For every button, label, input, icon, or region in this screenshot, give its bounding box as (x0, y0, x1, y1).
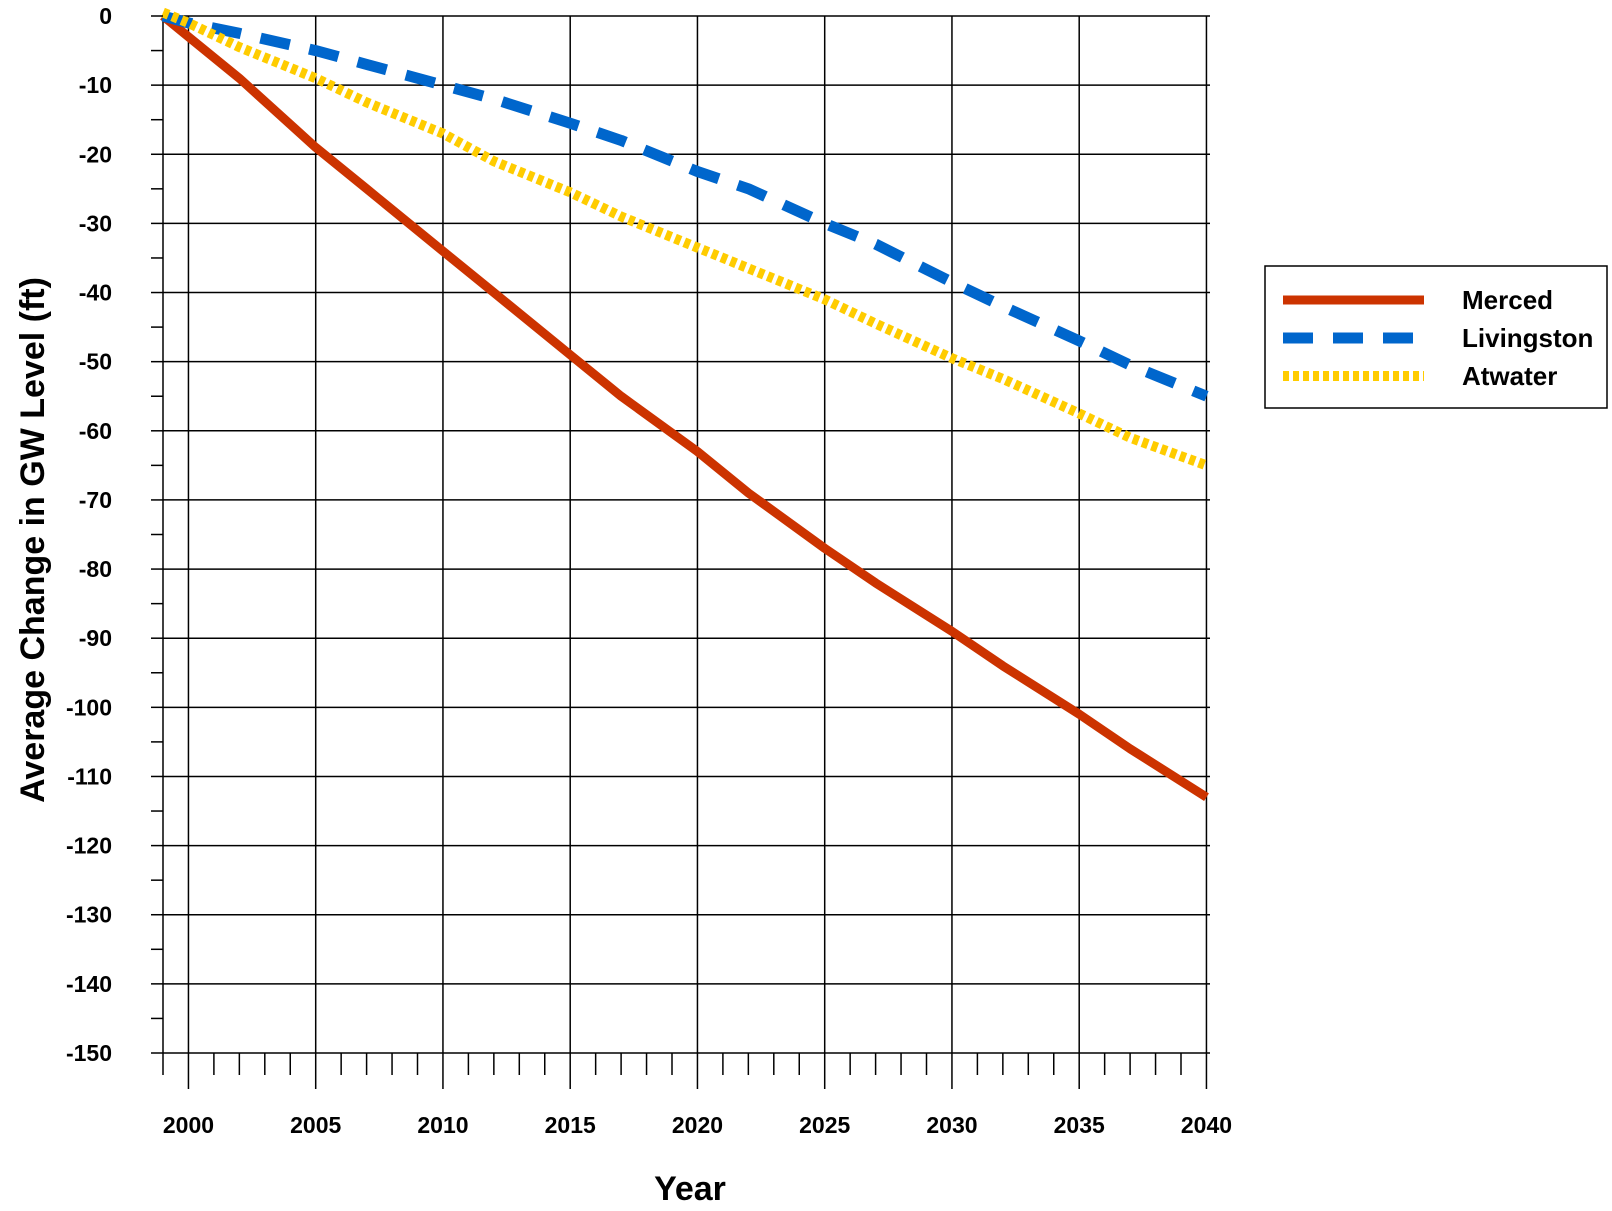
x-tick-label: 2020 (672, 1112, 723, 1138)
grid (162, 15, 1210, 1089)
legend-label-livingston: Livingston (1462, 323, 1593, 353)
x-axis-title: Year (654, 1170, 726, 1208)
legend: Merced Livingston Atwater (1264, 265, 1608, 409)
y-tick-label: -140 (66, 971, 112, 997)
y-tick-label: -10 (79, 72, 112, 98)
x-tick-label: 2005 (290, 1112, 341, 1138)
y-tick-label: -130 (66, 902, 112, 928)
y-tick-label: 0 (99, 3, 112, 29)
y-tick-label: -70 (79, 487, 112, 513)
y-tick-label: -90 (79, 625, 112, 651)
y-tick-label: -50 (79, 349, 112, 375)
legend-box (1264, 265, 1608, 409)
x-tick-label: 2000 (163, 1112, 214, 1138)
x-tick-label: 2030 (926, 1112, 977, 1138)
legend-label-merced: Merced (1462, 285, 1553, 315)
legend-label-atwater: Atwater (1462, 361, 1557, 391)
y-tick-label: -100 (66, 694, 112, 720)
y-axis-title: Average Change in GW Level (ft) (14, 277, 52, 803)
y-tick-label: -110 (67, 763, 112, 789)
series-line-atwater (161, 7, 1209, 471)
axis-ticks: 0 -10 -20 -30 -40 -50 -60 -70 -80 -90 -100 -110 -120… (66, 3, 1232, 1138)
x-tick-label: 2040 (1181, 1112, 1232, 1138)
y-tick-label: -120 (66, 833, 112, 859)
x-tick-label: 2035 (1054, 1112, 1105, 1138)
x-tick-label: 2025 (799, 1112, 850, 1138)
y-tick-label: -80 (79, 556, 112, 582)
series-line-merced (160, 12, 1209, 802)
x-tick-label: 2010 (417, 1112, 468, 1138)
series-lines (160, 7, 1209, 802)
y-tick-label: -60 (79, 418, 112, 444)
y-tick-label: -20 (79, 141, 112, 167)
series-line-livingston (161, 10, 1209, 402)
y-tick-label: -40 (79, 280, 112, 306)
plot-area (163, 16, 1210, 1053)
y-tick-label: -150 (66, 1040, 112, 1066)
y-tick-label: -30 (79, 210, 112, 236)
x-tick-label: 2015 (545, 1112, 596, 1138)
